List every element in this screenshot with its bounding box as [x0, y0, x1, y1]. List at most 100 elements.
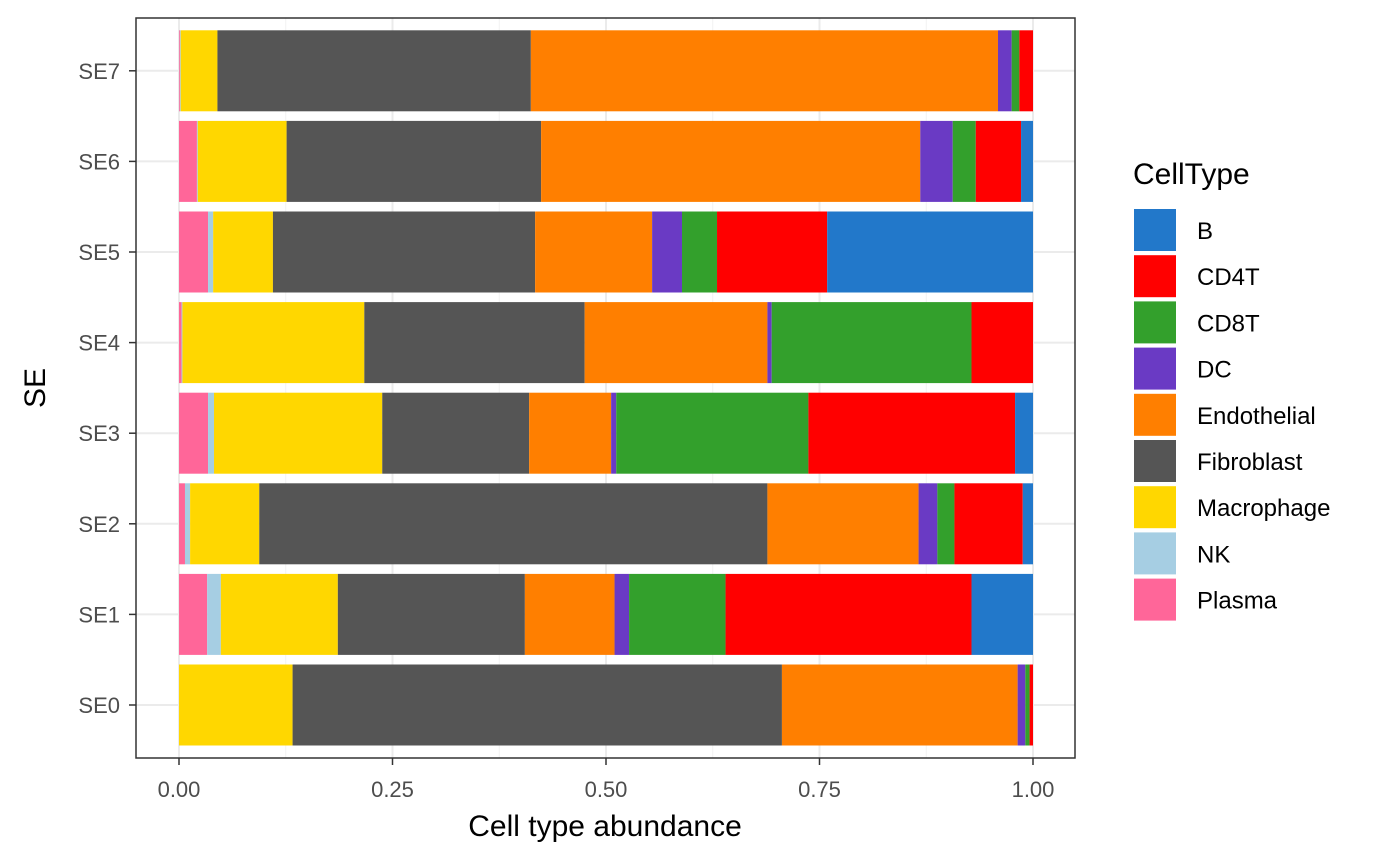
bar-stack-se5: [179, 211, 1033, 293]
bar-stack-se4: [179, 302, 1033, 384]
legend-label-fibroblast: Fibroblast: [1197, 449, 1303, 476]
bar-segment-se7-cd8t: [1011, 30, 1020, 112]
bar-segment-se0-cd8t: [1025, 664, 1030, 746]
legend-label-b: B: [1197, 218, 1213, 245]
bar-segment-se4-fibroblast: [364, 302, 585, 384]
bar-segment-se3-fibroblast: [382, 392, 530, 474]
bar-segment-se0-fibroblast: [292, 664, 782, 746]
bar-segment-se2-b: [1022, 483, 1033, 565]
bar-segment-se7-cd4t: [1019, 30, 1033, 112]
legend-label-plasma: Plasma: [1197, 588, 1278, 615]
legend-label-nk: NK: [1197, 541, 1230, 568]
bar-segment-se1-dc: [614, 573, 630, 655]
bar-segment-se0-cd4t: [1029, 664, 1033, 746]
bar-segment-se0-dc: [1017, 664, 1026, 746]
bar-segment-se6-plasma: [179, 120, 197, 202]
bar-segment-se4-cd8t: [771, 302, 972, 384]
bar-segment-se6-macrophage: [197, 120, 287, 202]
bar-stack-se2: [179, 483, 1033, 565]
bar-segment-se6-endothelial: [541, 120, 921, 202]
legend-key-dc: [1134, 347, 1176, 390]
bar-segment-se5-cd4t: [717, 211, 828, 293]
bar-segment-se4-cd4t: [971, 302, 1033, 384]
bar-segment-se3-plasma: [179, 392, 209, 474]
bar-segment-se5-fibroblast: [272, 211, 536, 293]
bar-stack-se1: [179, 573, 1033, 655]
bar-segment-se6-fibroblast: [286, 120, 542, 202]
bar-segment-se2-plasma: [179, 483, 185, 565]
bar-segment-se2-dc: [918, 483, 938, 565]
bar-segment-se4-nk: [181, 302, 183, 384]
bar-segment-se2-fibroblast: [259, 483, 768, 565]
bar-segment-se3-nk: [208, 392, 215, 474]
bar-stack-se3: [179, 392, 1033, 474]
bar-segment-se2-cd4t: [954, 483, 1023, 565]
bar-segment-se3-b: [1015, 392, 1033, 474]
x-tick-label: 0.75: [798, 777, 841, 802]
bar-segment-se2-cd8t: [937, 483, 955, 565]
bar-segment-se1-plasma: [179, 573, 208, 655]
bar-segment-se3-cd8t: [616, 392, 809, 474]
x-tick-label: 0.25: [371, 777, 414, 802]
bar-segment-se6-cd8t: [952, 120, 976, 202]
x-axis-title: Cell type abundance: [468, 810, 742, 843]
legend-key-macrophage: [1134, 486, 1176, 529]
bar-segment-se0-macrophage: [179, 664, 293, 746]
legend-label-cd8t: CD8T: [1197, 310, 1260, 337]
bar-segment-se7-endothelial: [530, 30, 998, 112]
y-tick-label: SE2: [78, 512, 120, 537]
y-tick-label: SE6: [78, 149, 120, 174]
legend-key-b: [1134, 209, 1176, 251]
bar-segment-se4-dc: [767, 302, 772, 384]
bar-segment-se1-fibroblast: [337, 573, 525, 655]
bar-segment-se4-endothelial: [584, 302, 768, 384]
legend-key-cd4t: [1134, 255, 1176, 298]
bar-segment-se3-dc: [611, 392, 617, 474]
legend-key-plasma: [1134, 578, 1176, 621]
bar-segment-se5-b: [827, 211, 1033, 293]
bar-segment-se1-cd4t: [725, 573, 972, 655]
bar-segment-se2-macrophage: [190, 483, 260, 565]
bar-stack-se7: [179, 30, 1033, 112]
bar-segment-se5-macrophage: [213, 211, 273, 293]
bar-stack-se0: [179, 664, 1033, 746]
bar-segment-se3-endothelial: [529, 392, 612, 474]
bar-segment-se3-cd4t: [808, 392, 1016, 474]
bar-segment-se6-cd4t: [975, 120, 1022, 202]
legend-title: CellType: [1133, 158, 1250, 191]
bar-segment-se7-nk: [179, 30, 181, 112]
bar-segment-se7-plasma: [179, 30, 180, 112]
bar-segment-se1-b: [971, 573, 1033, 655]
y-tick-label: SE0: [78, 693, 120, 718]
legend-label-endothelial: Endothelial: [1197, 403, 1316, 430]
legend-label-macrophage: Macrophage: [1197, 495, 1330, 522]
bar-segment-se7-dc: [997, 30, 1012, 112]
y-tick-label: SE4: [78, 331, 120, 356]
legend-label-dc: DC: [1197, 357, 1232, 384]
bar-segment-se6-nk: [196, 120, 198, 202]
bar-segment-se5-plasma: [179, 211, 209, 293]
bar-segment-se5-dc: [652, 211, 683, 293]
y-tick-label: SE3: [78, 421, 120, 446]
bar-segment-se1-endothelial: [524, 573, 615, 655]
legend-key-fibroblast: [1134, 440, 1176, 482]
y-tick-label: SE7: [78, 59, 120, 84]
bar-segment-se1-cd8t: [629, 573, 726, 655]
bar-segment-se6-b: [1021, 120, 1033, 202]
bar-segment-se7-macrophage: [180, 30, 218, 112]
bar-segment-se4-plasma: [179, 302, 182, 384]
y-tick-label: SE1: [78, 602, 120, 627]
y-tick-label: SE5: [78, 240, 120, 265]
x-tick-label: 1.00: [1012, 777, 1055, 802]
bar-stack-se6: [179, 120, 1033, 202]
bar-segment-se5-nk: [208, 211, 214, 293]
x-tick-label: 0.50: [585, 777, 628, 802]
bar-segment-se0-endothelial: [781, 664, 1018, 746]
legend-key-endothelial: [1134, 393, 1176, 436]
bar-segment-se2-nk: [184, 483, 191, 565]
axes-layer: 0.00 0.25 0.50 0.75 1.00 SE0 SE1 SE2 SE3 SE4 SE5 SE…: [78, 59, 1054, 802]
legend: CellType B CD4T CD8T DC Endothelial Fibroblas…: [1133, 158, 1330, 621]
bar-segment-se5-cd8t: [682, 211, 718, 293]
